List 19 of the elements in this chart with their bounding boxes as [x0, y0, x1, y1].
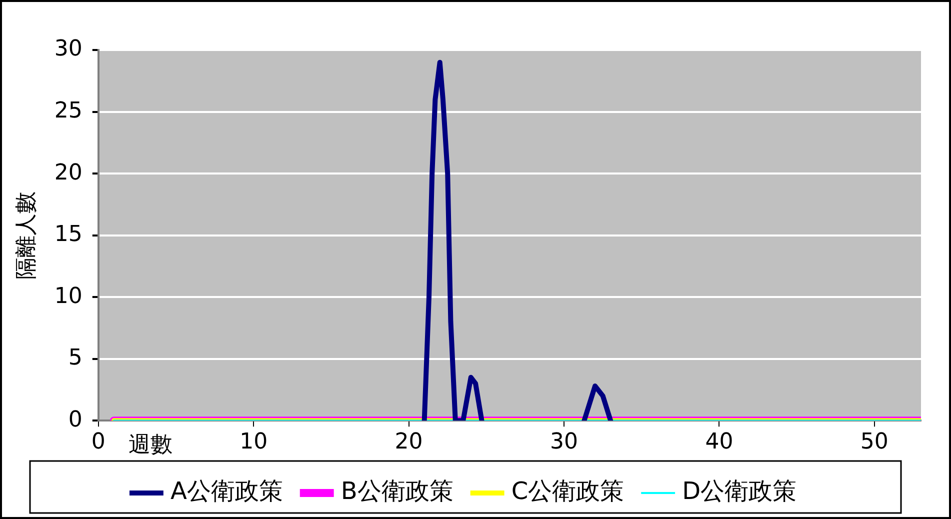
- x-tick-label: 10: [240, 430, 268, 455]
- x-tick-label: 30: [550, 430, 578, 455]
- y-tick-label: 30: [54, 36, 82, 62]
- x-tick-label: 0: [91, 430, 106, 455]
- x-axis-title: 週數: [128, 432, 172, 458]
- y-tick-label: 10: [54, 284, 82, 309]
- legend-label: C公衛政策: [511, 477, 624, 506]
- legend-label: A公衛政策: [170, 477, 283, 506]
- y-axis-title: 隔離人數: [14, 191, 39, 280]
- y-tick-label: 25: [54, 98, 82, 124]
- y-tick-label: 0: [68, 407, 82, 432]
- x-tick-label: 50: [860, 430, 888, 455]
- y-tick-label: 20: [54, 160, 82, 186]
- legend-label: D公衛政策: [682, 477, 797, 506]
- y-tick-label: 15: [54, 222, 82, 248]
- y-tick-label: 5: [68, 346, 82, 371]
- x-tick-label: 20: [394, 430, 423, 455]
- x-tick-label: 40: [705, 430, 734, 455]
- legend-label: B公衛政策: [340, 477, 454, 506]
